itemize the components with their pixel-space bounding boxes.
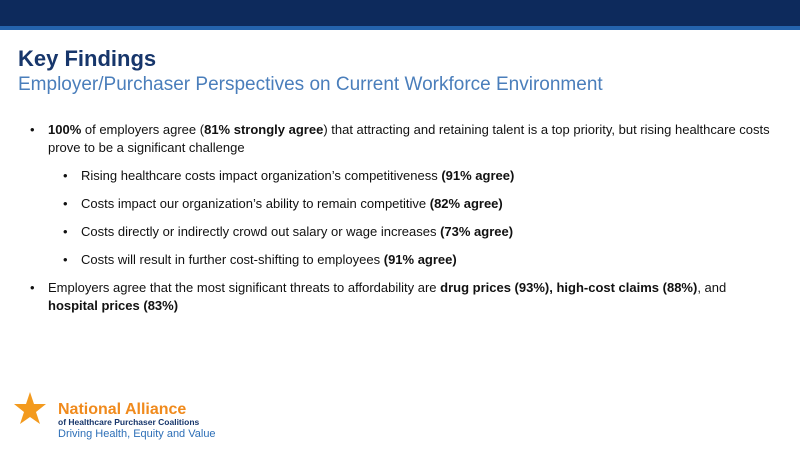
bullet: Rising healthcare costs impact organizat… <box>63 167 775 185</box>
text-run: Costs will result in further cost-shifti… <box>81 252 384 267</box>
bold-text: (91% agree) <box>383 252 457 267</box>
bullet: Employers agree that the most significan… <box>30 279 775 315</box>
sub-list: Rising healthcare costs impact organizat… <box>63 167 775 269</box>
text-run: Costs impact our organization’s ability … <box>81 196 430 211</box>
header-stripe <box>0 26 800 30</box>
bullet: Costs will result in further cost-shifti… <box>63 251 775 269</box>
text-run: Costs directly or indirectly crowd out s… <box>81 224 441 239</box>
text-run: , and <box>697 280 727 295</box>
bold-text: drug prices (93%), high-cost claims (88%… <box>440 280 698 295</box>
logo-tagline: Driving Health, Equity and Value <box>58 428 216 440</box>
bold-text: (73% agree) <box>440 224 514 239</box>
text-run: ) that attracting and retaining talent i… <box>48 122 770 155</box>
bold-text: hospital prices (83%) <box>48 298 179 313</box>
subtitle: Employer/Purchaser Perspectives on Curre… <box>18 74 603 95</box>
logo-star <box>14 392 46 424</box>
bullet: 100% of employers agree (81% strongly ag… <box>30 121 775 269</box>
bullet-list: 100% of employers agree (81% strongly ag… <box>30 121 775 325</box>
text-run: of employers agree ( <box>81 122 205 137</box>
bold-text: 81% strongly agree <box>204 122 324 137</box>
text-run: Rising healthcare costs impact organizat… <box>81 168 442 183</box>
bullet: Costs directly or indirectly crowd out s… <box>63 223 775 241</box>
bold-text: (91% agree) <box>441 168 515 183</box>
title: Key Findings <box>18 46 157 71</box>
logo-name: National Alliance <box>58 401 186 418</box>
header-band <box>0 0 800 26</box>
logo: National Alliance of Healthcare Purchase… <box>14 392 216 440</box>
text-run: Employers agree that the most significan… <box>48 280 441 295</box>
bullet: Costs impact our organization’s ability … <box>63 195 775 213</box>
bold-text: (82% agree) <box>429 196 503 211</box>
logo-line2: of Healthcare Purchaser Coalitions <box>58 417 200 427</box>
bold-text: 100% <box>48 122 82 137</box>
